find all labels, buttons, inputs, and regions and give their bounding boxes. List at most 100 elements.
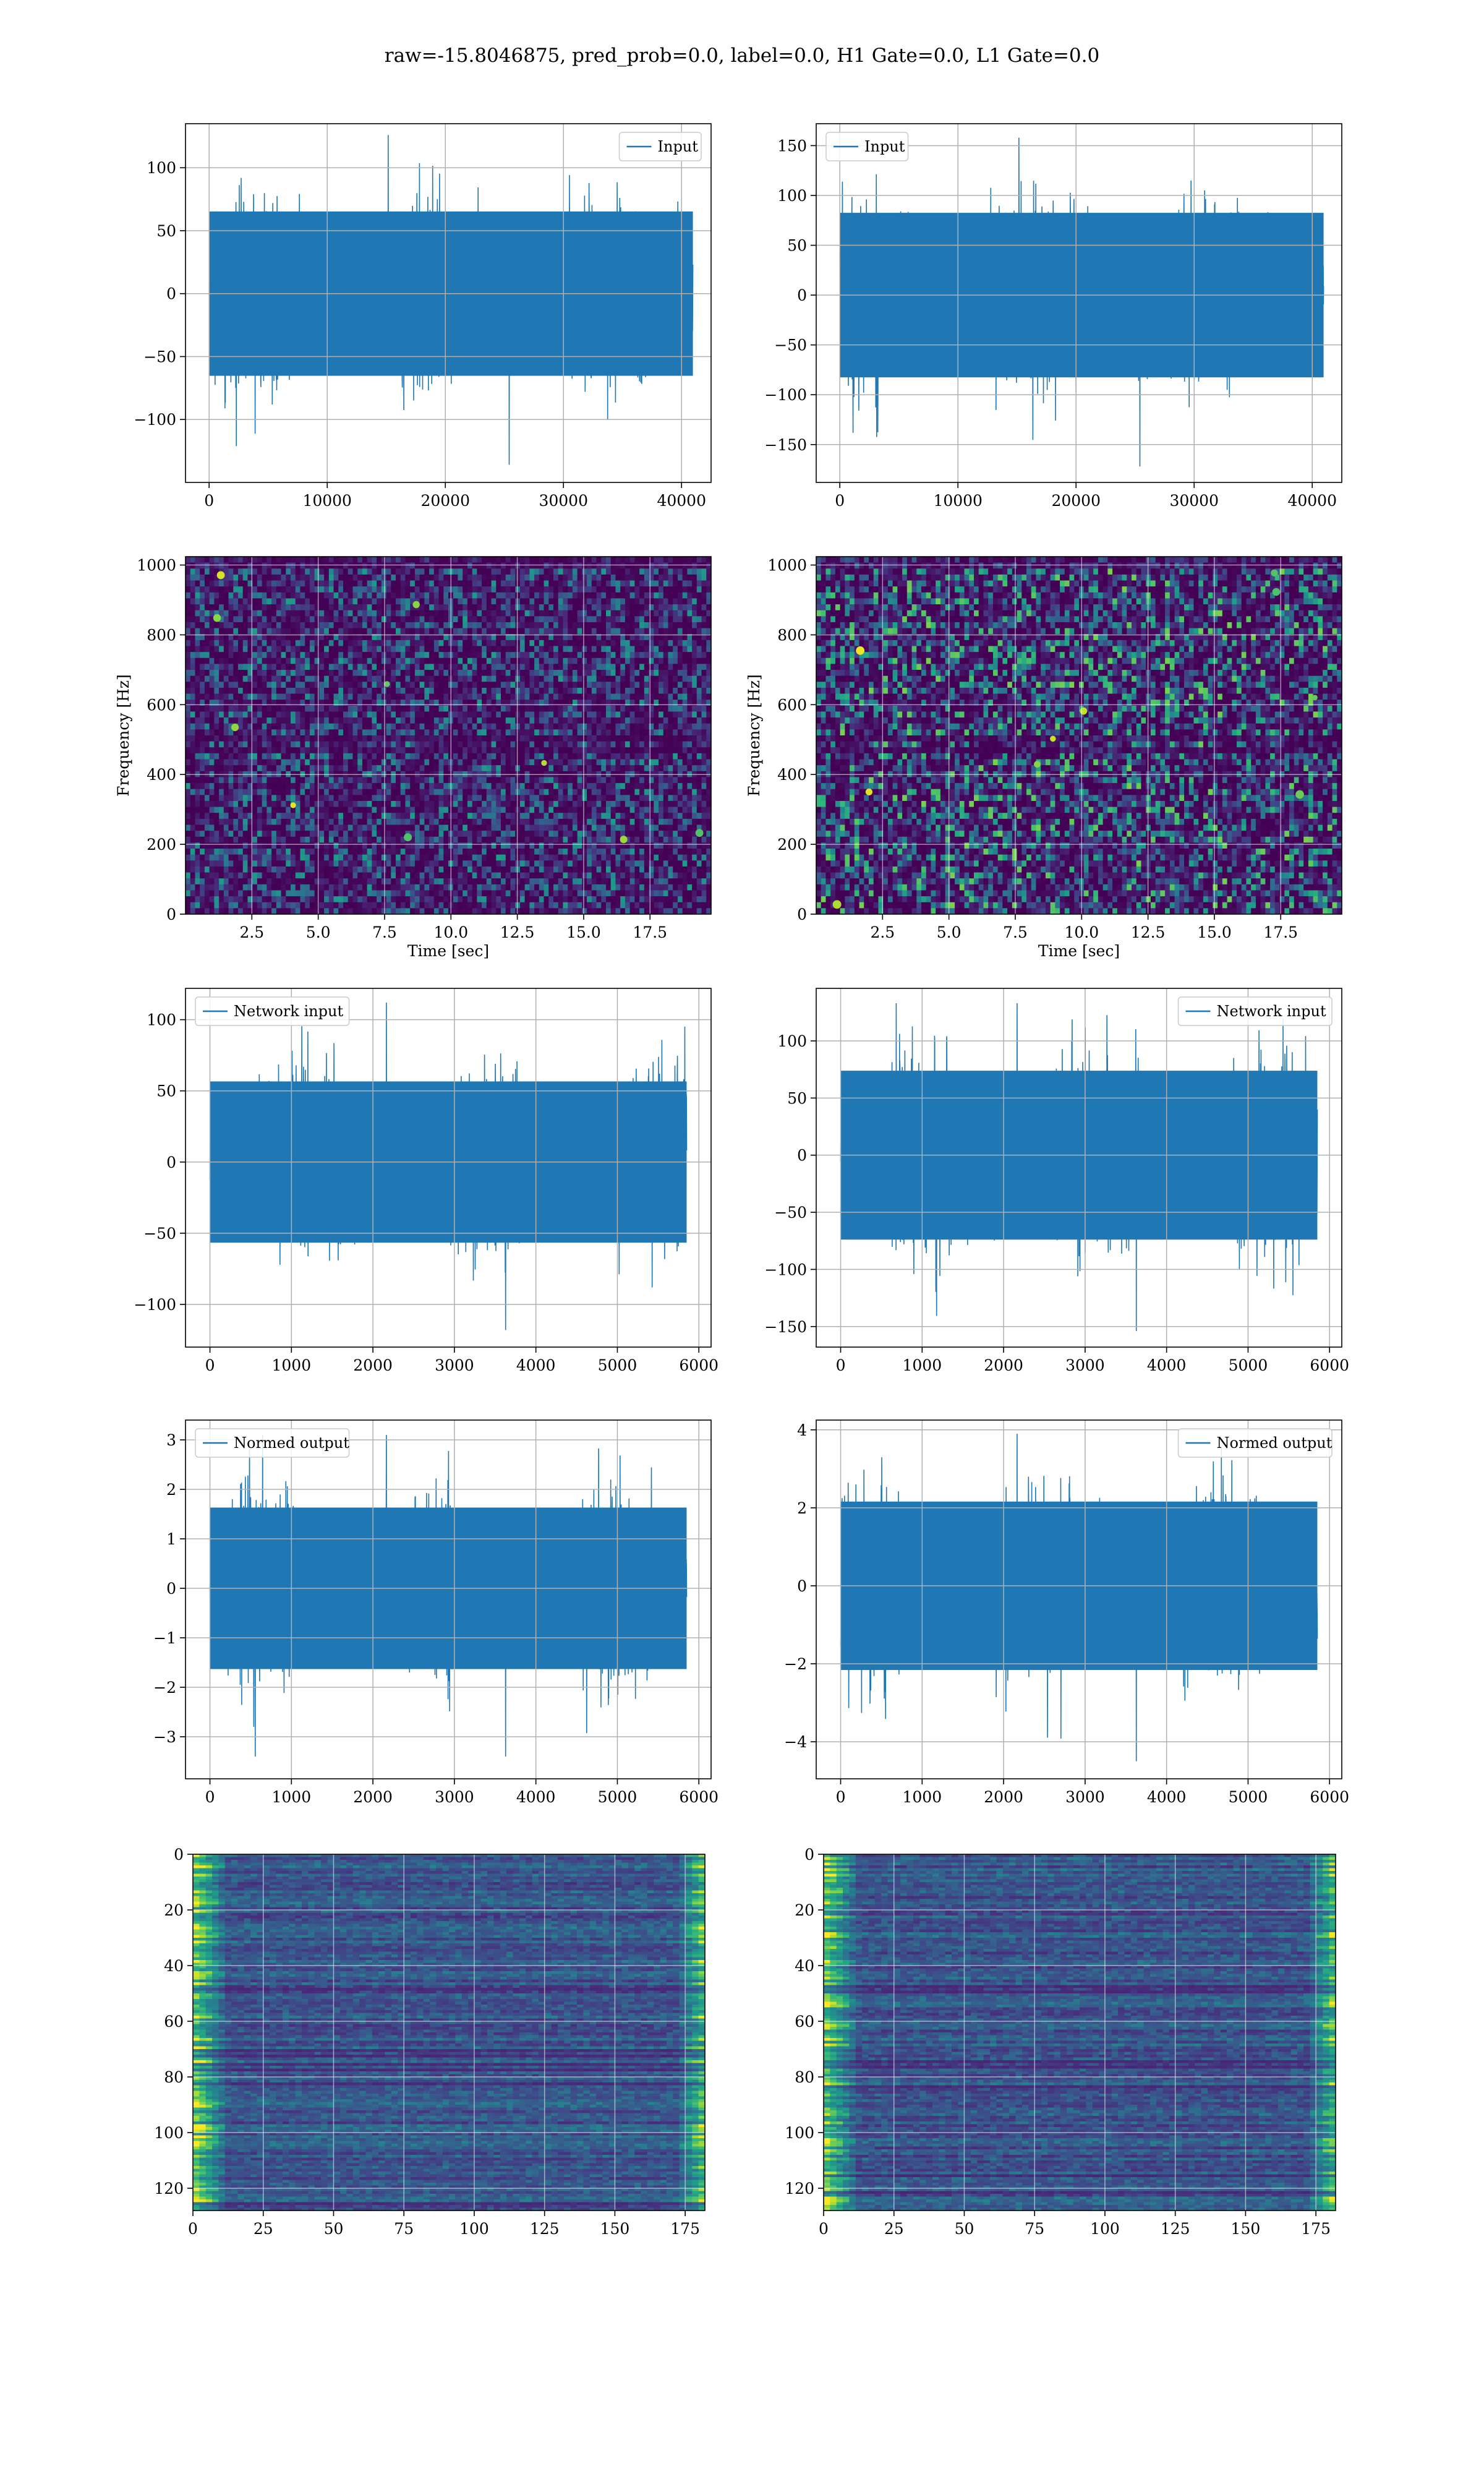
- y-tick-label: 50: [787, 1089, 807, 1107]
- x-tick-label: 100: [459, 2220, 489, 2238]
- x-tick-label: 50: [324, 2220, 344, 2238]
- y-tick-label: 0: [797, 1577, 807, 1595]
- y-tick-label: 600: [777, 696, 807, 714]
- y-tick-label: 40: [164, 1957, 184, 1975]
- bright-spot: [1034, 761, 1041, 768]
- legend: Normed output: [195, 1428, 350, 1458]
- bright-spot: [1295, 790, 1304, 799]
- y-tick-label: 20: [795, 1901, 814, 1919]
- legend: Input: [825, 132, 909, 161]
- y-tick-label: 800: [777, 626, 807, 644]
- y-tick-label: 2: [797, 1499, 807, 1517]
- bright-spot: [695, 829, 704, 837]
- axes-frame: [816, 988, 1342, 1348]
- x-axis-label: Time [sec]: [407, 942, 489, 960]
- y-tick-label: −100: [764, 386, 807, 404]
- grid-input-left: [186, 124, 711, 482]
- x-tick-label: 0: [836, 1356, 846, 1374]
- axes-frame: [816, 1419, 1342, 1779]
- bright-spot: [1050, 735, 1056, 742]
- y-tick-label: −100: [134, 411, 176, 429]
- x-tick-label: 30000: [539, 492, 588, 510]
- y-tick-label: 200: [147, 836, 176, 854]
- x-tick-label: 10.0: [433, 923, 468, 941]
- x-tick-label: 0: [204, 492, 214, 510]
- x-tick-label: 3000: [1065, 1788, 1105, 1806]
- y-tick-label: −50: [774, 336, 807, 354]
- bright-spot: [1080, 707, 1088, 715]
- y-tick-label: −100: [764, 1261, 807, 1278]
- y-tick-label: −100: [134, 1296, 176, 1314]
- x-tick-label: 0: [819, 2220, 829, 2238]
- y-tick-label: 100: [785, 2124, 814, 2142]
- x-tick-label: 2.5: [239, 923, 264, 941]
- axes-frame: [816, 556, 1342, 915]
- axes-frame: [823, 1854, 1336, 2211]
- x-tick-label: 2000: [353, 1356, 393, 1374]
- y-axis-label: Frequency [Hz]: [745, 674, 763, 797]
- subplots-grid: 0 10000 20000 30000 40000−100−50050100Input0…: [114, 123, 1349, 2238]
- figure-title: raw=-15.8046875, pred_prob=0.0, label=0.…: [385, 45, 1099, 67]
- x-tick-label: 7.5: [372, 923, 397, 941]
- bright-spot: [856, 646, 865, 655]
- x-tick-label: 5000: [598, 1788, 638, 1806]
- y-tick-label: 50: [156, 1082, 176, 1100]
- bright-spot: [404, 833, 412, 842]
- legend-label: Input: [864, 138, 905, 155]
- subplot-feat-left: 0 25 50 75 100 125 150 175 0 20 40 60 80 100 120: [154, 1846, 706, 2238]
- x-tick-label: 175: [670, 2220, 700, 2238]
- x-tick-label: 30000: [1169, 492, 1219, 510]
- y-tick-label: 0: [797, 905, 807, 923]
- x-tick-label: 5.0: [306, 923, 331, 941]
- axes-frame: [185, 556, 712, 915]
- x-tick-label: 12.5: [1131, 923, 1166, 941]
- x-tick-label: 20000: [1051, 492, 1101, 510]
- x-tick-label: 7.5: [1003, 923, 1028, 941]
- legend-label: Input: [658, 138, 699, 155]
- x-tick-label: 2000: [353, 1788, 393, 1806]
- y-tick-label: 60: [795, 2013, 814, 2031]
- y-tick-label: −2: [784, 1655, 807, 1673]
- y-tick-label: 400: [777, 766, 807, 784]
- y-tick-label: 20: [164, 1901, 184, 1919]
- legend-label: Network input: [234, 1003, 343, 1020]
- x-tick-label: 0: [835, 492, 845, 510]
- bright-spot: [412, 601, 420, 609]
- y-tick-label: 800: [147, 626, 176, 644]
- y-tick-label: 2: [166, 1481, 176, 1499]
- x-tick-label: 0: [205, 1356, 215, 1374]
- x-tick-label: 150: [600, 2220, 630, 2238]
- y-tick-label: 120: [154, 2180, 184, 2198]
- y-tick-label: 0: [804, 1846, 814, 1864]
- subplot-norm-right: 0 1000 2000 3000 4000 5000 6000 −4 −2 0 2 4 Normed o…: [784, 1419, 1349, 1806]
- subplot-input-left: 0 10000 20000 30000 40000 −100 −50 0 50 100 Input: [134, 123, 712, 510]
- y-tick-label: 0: [166, 285, 176, 303]
- subplot-input-right: 0 10000 20000 30000 40000 −150 −100 −50 0 50 100 15…: [764, 123, 1342, 510]
- grid-norm-right: [816, 1420, 1342, 1779]
- x-tick-label: 5000: [598, 1356, 638, 1374]
- y-tick-label: 1: [166, 1530, 176, 1548]
- y-tick-label: −3: [153, 1728, 176, 1746]
- bright-spot: [216, 571, 225, 580]
- y-tick-label: 80: [164, 2068, 184, 2086]
- x-tick-label: 10000: [933, 492, 983, 510]
- y-tick-label: −50: [143, 1225, 176, 1243]
- x-tick-label: 5000: [1229, 1356, 1268, 1374]
- axes-frame: [185, 988, 712, 1348]
- x-tick-label: 10.0: [1064, 923, 1099, 941]
- y-tick-label: 100: [154, 2124, 184, 2142]
- subplot-feat-right: 0 25 50 75 100 125 150 175 0 20 40 60 80 100 120: [785, 1846, 1336, 2238]
- x-tick-label: 75: [394, 2220, 414, 2238]
- x-tick-label: 3000: [1065, 1356, 1105, 1374]
- grid-net-right: [816, 988, 1342, 1347]
- plot-area-feat-right: [824, 1854, 1336, 2211]
- y-tick-label: 600: [147, 696, 176, 714]
- x-tick-label: 4000: [1147, 1788, 1187, 1806]
- y-tick-label: −4: [784, 1733, 807, 1751]
- y-tick-label: 0: [166, 905, 176, 923]
- legend: Normed output: [1177, 1428, 1333, 1458]
- y-tick-label: −1: [153, 1629, 176, 1647]
- x-tick-label: 6000: [679, 1356, 719, 1374]
- x-tick-label: 125: [530, 2220, 560, 2238]
- y-tick-label: 0: [166, 1154, 176, 1171]
